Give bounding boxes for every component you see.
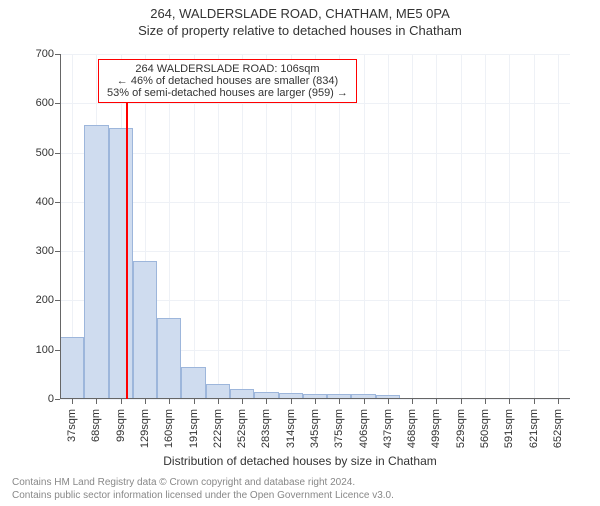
- xtick-label: 499sqm: [430, 409, 442, 448]
- x-axis-label: Distribution of detached houses by size …: [0, 454, 600, 468]
- bar: [157, 318, 181, 399]
- xtick-mark: [315, 399, 316, 404]
- ytick-label: 200: [24, 294, 54, 306]
- xtick-label: 652sqm: [552, 409, 564, 448]
- bar: [206, 384, 230, 399]
- annotation-line: ← 46% of detached houses are smaller (83…: [107, 75, 348, 87]
- xtick-mark: [436, 399, 437, 404]
- xtick-mark: [558, 399, 559, 404]
- gridline-v: [291, 54, 292, 399]
- xtick-label: 68sqm: [90, 409, 102, 442]
- xtick-label: 345sqm: [309, 409, 321, 448]
- ytick-label: 600: [24, 97, 54, 109]
- footer-attribution: Contains HM Land Registry data © Crown c…: [12, 476, 394, 502]
- ytick-mark: [55, 399, 60, 400]
- y-axis: [60, 54, 61, 399]
- xtick-mark: [96, 399, 97, 404]
- ytick-label: 400: [24, 196, 54, 208]
- gridline-v: [315, 54, 316, 399]
- footer-line-2: Contains public sector information licen…: [12, 489, 394, 502]
- xtick-mark: [485, 399, 486, 404]
- page-title: 264, WALDERSLADE ROAD, CHATHAM, ME5 0PA: [0, 6, 600, 21]
- gridline-v: [339, 54, 340, 399]
- xtick-label: 591sqm: [503, 409, 515, 448]
- xtick-label: 283sqm: [260, 409, 272, 448]
- xtick-label: 160sqm: [163, 409, 175, 448]
- gridline-v: [266, 54, 267, 399]
- xtick-label: 37sqm: [66, 409, 78, 442]
- ytick-label: 300: [24, 245, 54, 257]
- ytick-label: 0: [24, 393, 54, 405]
- chart-subtitle: Size of property relative to detached ho…: [0, 23, 600, 38]
- xtick-mark: [242, 399, 243, 404]
- xtick-mark: [291, 399, 292, 404]
- xtick-mark: [121, 399, 122, 404]
- gridline-v: [436, 54, 437, 399]
- xtick-mark: [145, 399, 146, 404]
- xtick-label: 191sqm: [188, 409, 200, 448]
- xtick-label: 222sqm: [212, 409, 224, 448]
- bar: [181, 367, 205, 399]
- annotation-box: 264 WALDERSLADE ROAD: 106sqm← 46% of det…: [98, 59, 357, 103]
- xtick-label: 375sqm: [333, 409, 345, 448]
- xtick-mark: [534, 399, 535, 404]
- x-axis: [60, 398, 570, 399]
- ytick-label: 700: [24, 48, 54, 60]
- gridline-v: [218, 54, 219, 399]
- xtick-label: 529sqm: [455, 409, 467, 448]
- gridline-v: [412, 54, 413, 399]
- xtick-mark: [218, 399, 219, 404]
- xtick-mark: [364, 399, 365, 404]
- bar: [133, 261, 157, 399]
- gridline-v: [534, 54, 535, 399]
- gridline-v: [558, 54, 559, 399]
- gridline-v: [461, 54, 462, 399]
- ytick-label: 100: [24, 344, 54, 356]
- bar: [60, 337, 84, 399]
- gridline-v: [388, 54, 389, 399]
- xtick-label: 437sqm: [382, 409, 394, 448]
- xtick-mark: [388, 399, 389, 404]
- xtick-label: 99sqm: [115, 409, 127, 442]
- xtick-label: 468sqm: [406, 409, 418, 448]
- xtick-mark: [509, 399, 510, 404]
- xtick-mark: [461, 399, 462, 404]
- xtick-label: 560sqm: [479, 409, 491, 448]
- bar: [109, 128, 133, 399]
- xtick-label: 314sqm: [285, 409, 297, 448]
- gridline-v: [242, 54, 243, 399]
- bar: [84, 125, 108, 399]
- annotation-line: 53% of semi-detached houses are larger (…: [107, 87, 348, 99]
- xtick-mark: [169, 399, 170, 404]
- gridline-v: [509, 54, 510, 399]
- chart-area: 010020030040050060070037sqm68sqm99sqm129…: [60, 54, 570, 399]
- xtick-mark: [266, 399, 267, 404]
- xtick-mark: [194, 399, 195, 404]
- marker-line: [126, 102, 128, 399]
- xtick-label: 621sqm: [528, 409, 540, 448]
- xtick-label: 252sqm: [236, 409, 248, 448]
- ytick-label: 500: [24, 147, 54, 159]
- xtick-mark: [339, 399, 340, 404]
- xtick-mark: [72, 399, 73, 404]
- annotation-line: 264 WALDERSLADE ROAD: 106sqm: [107, 63, 348, 75]
- footer-line-1: Contains HM Land Registry data © Crown c…: [12, 476, 394, 489]
- xtick-mark: [412, 399, 413, 404]
- gridline-v: [364, 54, 365, 399]
- xtick-label: 406sqm: [358, 409, 370, 448]
- gridline-v: [485, 54, 486, 399]
- xtick-label: 129sqm: [139, 409, 151, 448]
- gridline-v: [194, 54, 195, 399]
